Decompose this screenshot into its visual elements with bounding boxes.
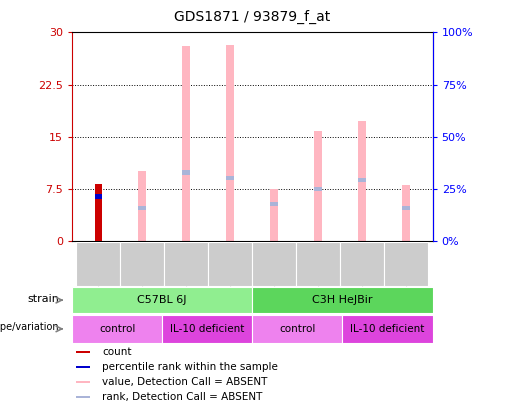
Bar: [270, 202, 278, 206]
Bar: [139, 171, 146, 241]
Bar: [182, 170, 191, 175]
Bar: [227, 45, 234, 241]
Bar: [340, 242, 384, 286]
Bar: [252, 287, 433, 313]
Bar: [76, 396, 90, 398]
Text: control: control: [279, 324, 316, 334]
Text: genotype/variation: genotype/variation: [0, 322, 59, 333]
Bar: [72, 315, 162, 343]
Bar: [227, 176, 234, 181]
Text: percentile rank within the sample: percentile rank within the sample: [102, 362, 278, 372]
Bar: [342, 315, 433, 343]
Bar: [252, 315, 342, 343]
Bar: [164, 242, 209, 286]
Text: value, Detection Call = ABSENT: value, Detection Call = ABSENT: [102, 377, 268, 387]
Bar: [162, 315, 252, 343]
Bar: [314, 188, 322, 191]
Bar: [314, 131, 322, 241]
Bar: [121, 242, 164, 286]
Text: count: count: [102, 347, 132, 357]
Bar: [402, 205, 410, 210]
Bar: [76, 367, 90, 368]
Text: control: control: [99, 324, 135, 334]
Text: rank, Detection Call = ABSENT: rank, Detection Call = ABSENT: [102, 392, 263, 402]
Bar: [76, 352, 90, 353]
Text: C3H HeJBir: C3H HeJBir: [312, 295, 373, 305]
Bar: [270, 189, 278, 241]
Bar: [95, 184, 102, 241]
Bar: [76, 382, 90, 383]
Text: IL-10 deficient: IL-10 deficient: [350, 324, 425, 334]
Bar: [358, 122, 366, 241]
Bar: [139, 205, 146, 210]
Bar: [296, 242, 340, 286]
Bar: [209, 242, 252, 286]
Bar: [384, 242, 428, 286]
Bar: [358, 178, 366, 182]
Text: C57BL 6J: C57BL 6J: [138, 295, 187, 305]
Bar: [402, 185, 410, 241]
Text: IL-10 deficient: IL-10 deficient: [170, 324, 245, 334]
Bar: [95, 194, 102, 199]
Text: strain: strain: [27, 294, 59, 304]
Bar: [72, 287, 252, 313]
Text: GDS1871 / 93879_f_at: GDS1871 / 93879_f_at: [174, 10, 331, 24]
Bar: [77, 242, 121, 286]
Bar: [182, 46, 191, 241]
Bar: [95, 194, 102, 199]
Bar: [95, 184, 102, 241]
Bar: [252, 242, 296, 286]
